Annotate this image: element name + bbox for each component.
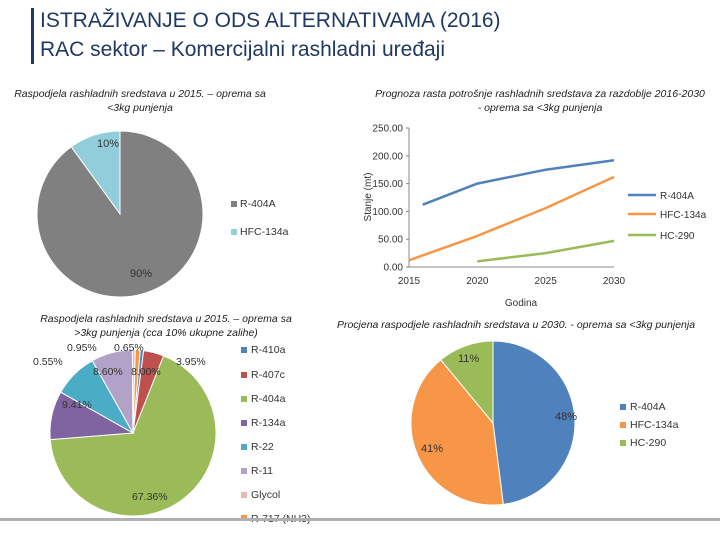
pie3-title-line1: Raspodjela rashladnih sredstava u 2015. …: [40, 313, 292, 325]
pie1-legend-hfc134a: HFC-134a: [240, 226, 289, 238]
pie4-legend-swatch-r404a: [620, 404, 626, 410]
line-x-tick-label: 2025: [535, 276, 558, 287]
pie4-legend-swatch-hfc134a: [620, 422, 626, 428]
pie3-legend-swatch-r134a: [241, 420, 247, 426]
pie3-legend-swatch-r22: [241, 444, 247, 450]
pie3-label-r404a: 67.36%: [132, 491, 168, 503]
line-title-line2: - oprema sa <3kg punjenja: [478, 102, 603, 114]
pie4-legend-r404a: R-404A: [630, 401, 666, 413]
line-title-line1: Prognoza rasta potrošnje rashladnih sred…: [375, 88, 705, 100]
pie4-slice-hc-290: [440, 340, 494, 425]
slide-subtitle: RAC sektor – Komercijalni rashladni uređ…: [40, 38, 446, 61]
pie3-legend-r404a: R-404a: [251, 393, 286, 405]
line-series-hc-290: [477, 239, 615, 263]
line-legend-hc290: HC-290: [660, 231, 695, 242]
line-y-label: Stanje (mt): [363, 173, 374, 222]
line-y-tick-label: 0.00: [384, 263, 404, 274]
slide-title: ISTRAŽIVANJE O ODS ALTERNATIVAMA (2016): [40, 9, 501, 32]
pie4-legend-hfc134a: HFC-134a: [630, 419, 679, 431]
line-x-tick-label: 2020: [466, 276, 489, 287]
line-y-tick-label: 250.00: [372, 124, 403, 135]
line-legend-r404a: R-404A: [660, 191, 694, 202]
pie4-legend: R-404A HFC-134a HC-290: [620, 401, 679, 449]
pie3-label-r407c: 3.95%: [176, 356, 206, 368]
line-y-tick-label: 200.00: [372, 151, 403, 162]
line-y-tick-label: 50.00: [378, 235, 403, 246]
pie3-slice-r-404a: [49, 355, 217, 517]
pie1-title-line1: Raspodjela rashladnih sredstava u 2015. …: [14, 88, 266, 100]
pie4-label-hfc134a: 41%: [421, 443, 443, 455]
line-x-label: Godina: [505, 298, 538, 309]
pie3-title-line2: >3kg punjenja (cca 10% ukupne zalihe): [74, 327, 258, 339]
pie1-label-r404a: 90%: [130, 268, 152, 280]
pie3-legend-r134a: R-134a: [251, 417, 286, 429]
line-series-r-404a: [422, 158, 615, 206]
pie1-title-line2: <3kg punjenja: [107, 102, 173, 114]
pie-2015-large: Raspodjela rashladnih sredstava u 2015. …: [33, 313, 311, 525]
line-x-tick-label: 2030: [603, 276, 626, 287]
pie3-legend-r11: R-11: [251, 465, 273, 477]
line-series-hfc-134a: [408, 175, 615, 262]
pie4-label-r404a: 48%: [555, 411, 577, 423]
pie3-label-glycol: 0.55%: [33, 356, 63, 368]
pie3-legend-swatch-r404a: [241, 396, 247, 402]
title-accent-bar: [31, 8, 34, 64]
pie3-slice-r-717-nh3: [132, 349, 141, 434]
pie3-label-r134a: 9.41%: [62, 399, 92, 411]
pie1-slice-r-404a: [36, 130, 204, 298]
pie3-legend: R-410a R-407c R-404a R-134a R-22 R-11 Gl…: [241, 344, 311, 525]
pie1-label-hfc134a: 10%: [97, 138, 119, 150]
pie3-legend-glycol: Glycol: [251, 489, 280, 501]
pie1-legend-r404a: R-404A: [240, 198, 276, 210]
line-forecast-chart: Prognoza rasta potrošnje rashladnih sred…: [363, 88, 707, 309]
pie3-legend-r410a: R-410a: [251, 344, 286, 356]
pie3-legend-swatch-glycol: [241, 492, 247, 498]
pie-2015-small: Raspodjela rashladnih sredstava u 2015. …: [14, 88, 289, 298]
line-x-tick-label: 2015: [398, 276, 421, 287]
pie3-label-r717: 0.95%: [67, 342, 97, 354]
line-legend-hfc134a: HFC-134a: [660, 210, 707, 221]
pie3-legend-swatch-r11: [241, 468, 247, 474]
pie1-legend-swatch-hfc134a: [231, 229, 237, 235]
pie-2030: Procjena raspodjele rashladnih sredstava…: [337, 319, 695, 506]
pie4-legend-hc290: HC-290: [630, 437, 666, 449]
pie3-label-r22: 8.60%: [93, 366, 123, 378]
pie1-legend-swatch-r404a: [231, 201, 237, 207]
pie4-legend-swatch-hc290: [620, 440, 626, 446]
pie4-title: Procjena raspodjele rashladnih sredstava…: [337, 319, 695, 331]
pie4-label-hc290: 11%: [458, 353, 479, 365]
line-y-tick-label: 150.00: [372, 179, 403, 190]
pie3-legend-swatch-r407c: [241, 372, 247, 378]
pie4-slice-hfc-134a: [410, 359, 504, 506]
pie4-slice-r-404a: [492, 340, 576, 505]
pie3-label-r410a: 0.65%: [114, 342, 144, 354]
pie1-legend: R-404A HFC-134a: [231, 198, 289, 238]
pie3-label-r11: 8.00%: [131, 366, 161, 378]
bottom-divider: [0, 518, 720, 521]
line-y-tick-label: 100.00: [372, 207, 403, 218]
pie3-legend-swatch-r410a: [241, 347, 247, 353]
pie3-legend-r22: R-22: [251, 441, 274, 453]
line-legend: R-404A HFC-134a HC-290: [628, 191, 707, 242]
pie3-legend-r407c: R-407c: [251, 369, 285, 381]
